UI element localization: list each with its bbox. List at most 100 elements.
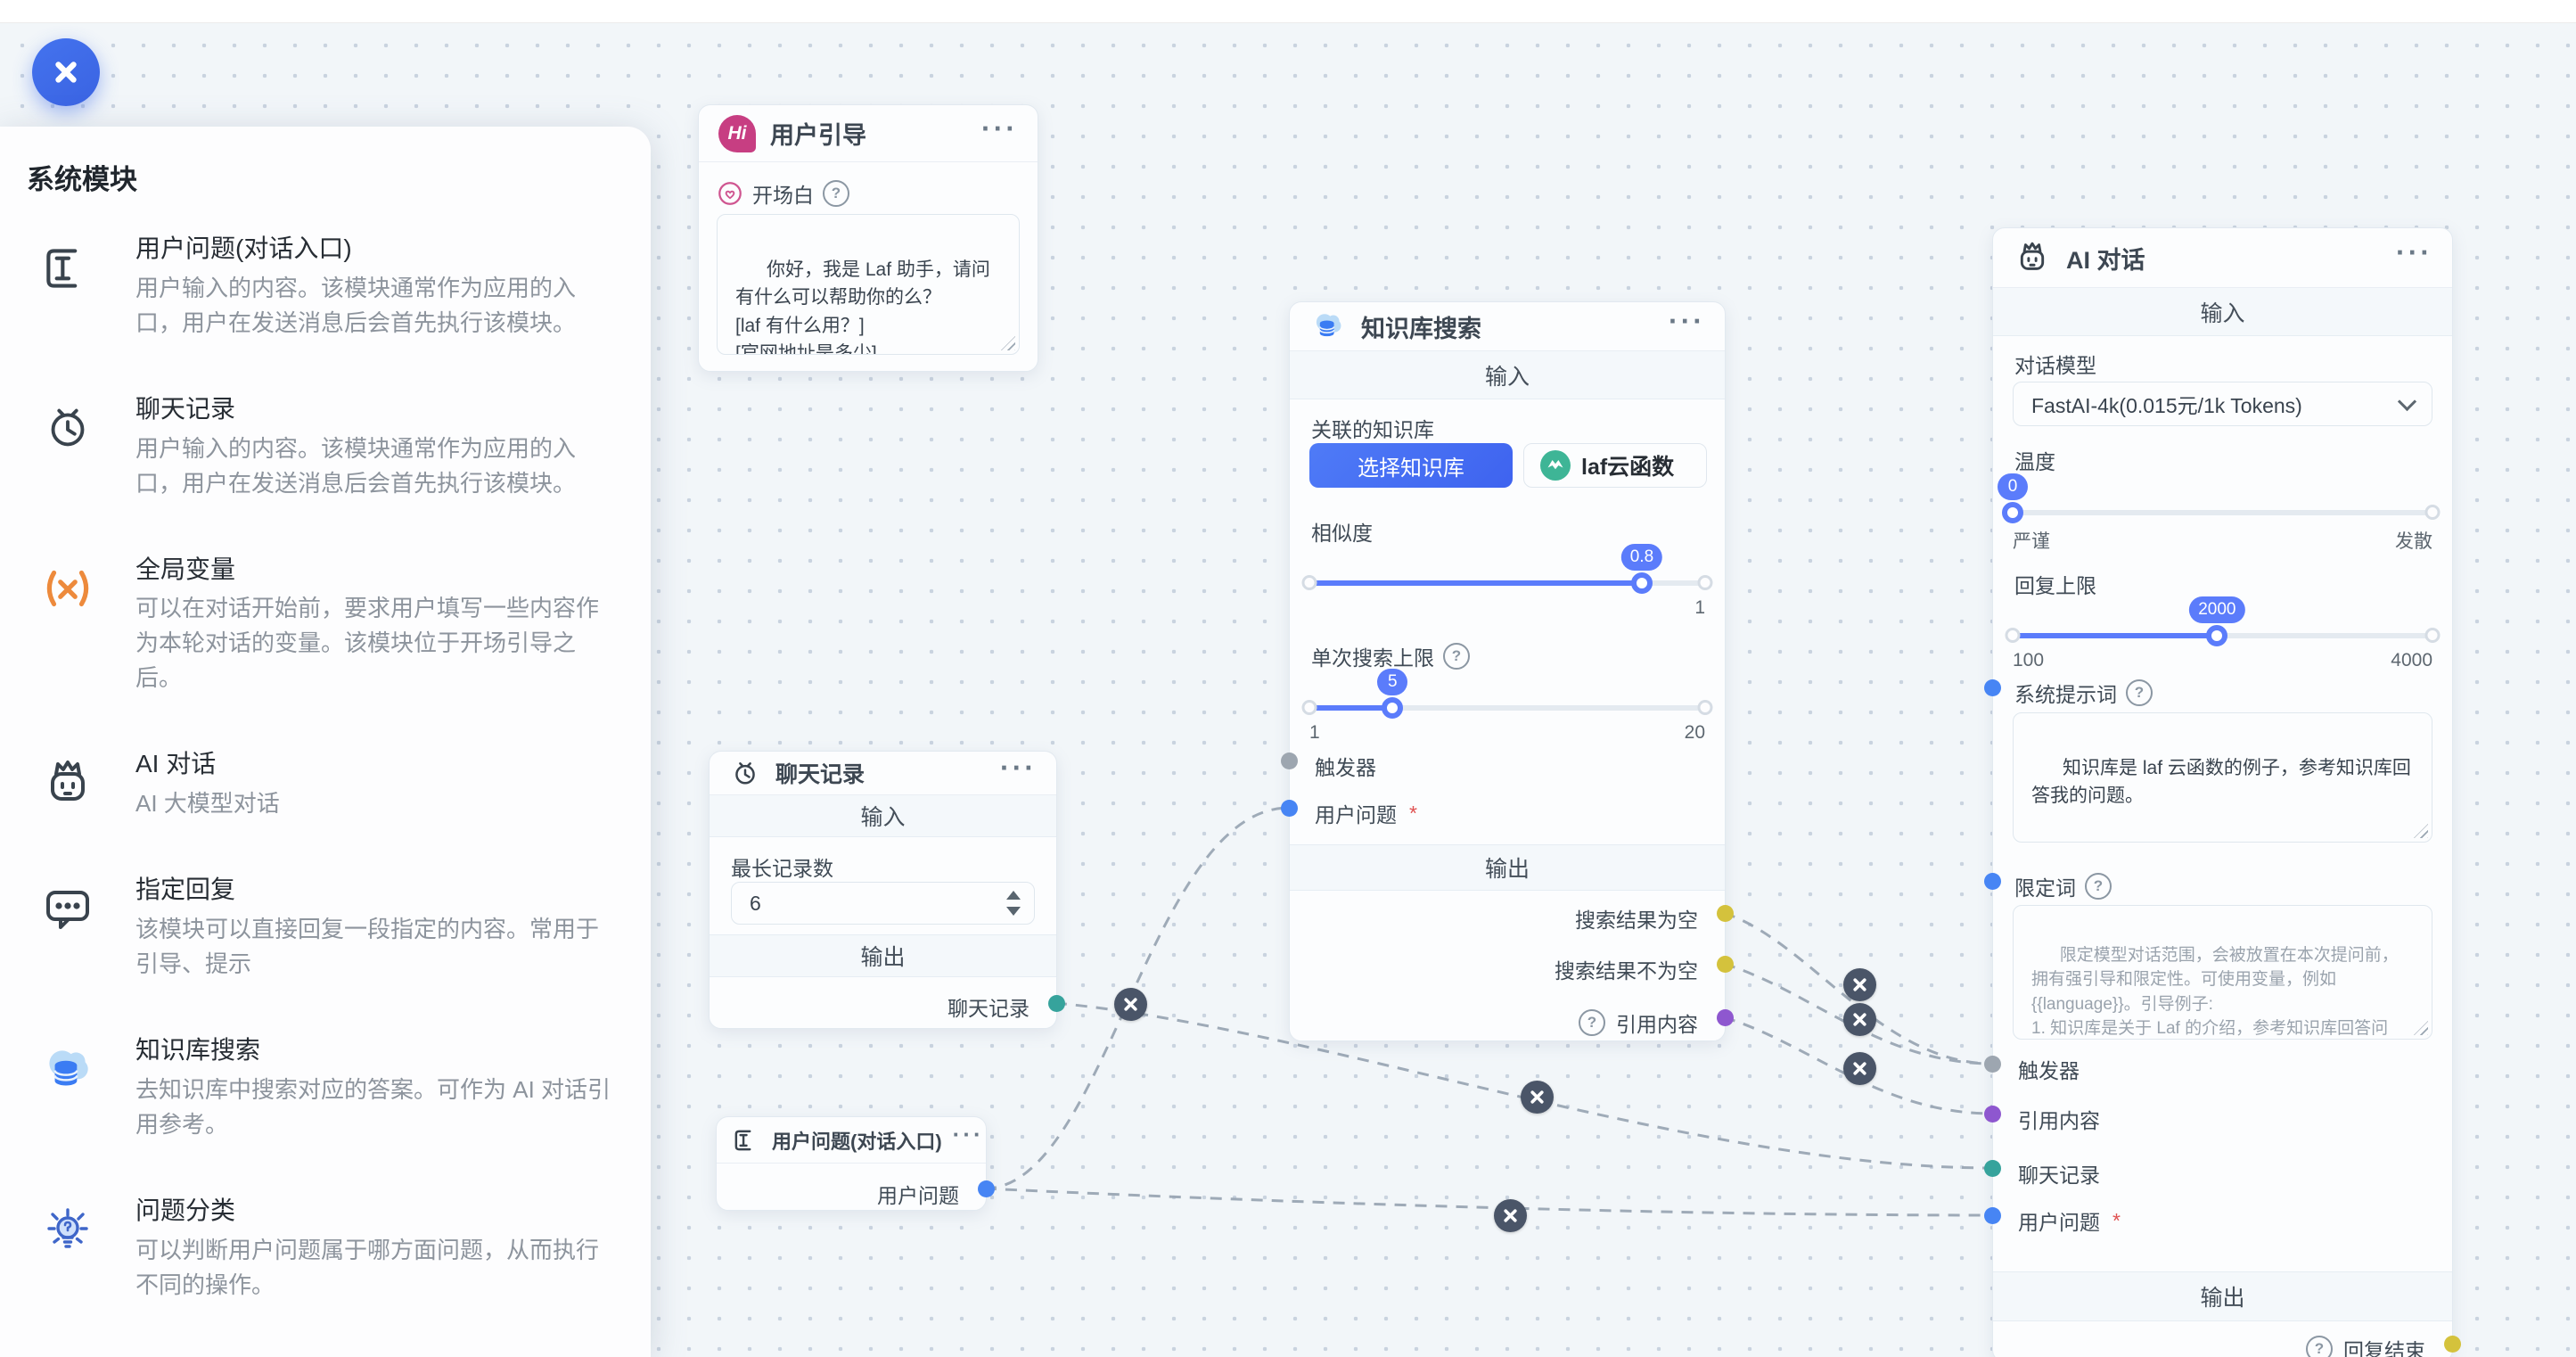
port-label: 用户问题: [2018, 1211, 2100, 1234]
node-menu-button[interactable]: ···: [1000, 752, 1037, 784]
edge-delete-button[interactable]: [1843, 1003, 1876, 1036]
node-user-question[interactable]: 用户问题(对话入口) ··· 用户问题: [716, 1116, 995, 1211]
edge-delete-button[interactable]: [1843, 1052, 1876, 1085]
required-mark: *: [1409, 801, 1417, 825]
slider-max-label: 发散: [2395, 531, 2432, 552]
close-button[interactable]: [32, 38, 100, 106]
node-menu-button[interactable]: ···: [2396, 236, 2432, 268]
window-top-strip: [0, 0, 2576, 23]
required-mark: *: [2112, 1208, 2121, 1232]
temperature-slider[interactable]: 0 严谨 发散: [1998, 473, 2441, 552]
node-menu-button[interactable]: ···: [952, 1121, 984, 1147]
sidebar-title: 系统模块: [27, 164, 137, 195]
slider-handle[interactable]: [1382, 697, 1404, 719]
output-section-header: 输出: [1290, 844, 1725, 891]
model-label: 对话模型: [2014, 354, 2096, 377]
node-chat-history[interactable]: 聊天记录 ··· 输入 最长记录数 6 输出 聊天记录: [709, 751, 1065, 1029]
max-records-label: 最长记录数: [731, 857, 833, 880]
number-stepper[interactable]: [993, 883, 1034, 924]
slider-max-label: 4000: [2391, 650, 2432, 670]
sidebar-item-desc: 可以判断用户问题属于哪方面问题，从而执行不同的操作。: [135, 1236, 600, 1298]
node-menu-button[interactable]: ···: [981, 111, 1018, 144]
slider-handle[interactable]: [2002, 502, 2023, 523]
node-title: AI 对话: [2066, 246, 2145, 274]
port-quote-out[interactable]: [1717, 1009, 1734, 1026]
node-user-guide[interactable]: Hi 用户引导 ··· 开场白 ? 你好，我是 Laf 助手，请问有什么可以帮助…: [698, 104, 1038, 372]
slider-min-label: 1: [1309, 722, 1320, 743]
node-ai-chat[interactable]: AI 对话 ··· 输入 对话模型 FastAI-4k(0.015元/1k To…: [1984, 227, 2461, 1357]
sidebar-item-ai-chat[interactable]: AI 对话 AI 大模型对话: [0, 747, 651, 821]
kb-tag-laf[interactable]: laf云函数: [1523, 443, 1707, 488]
port-user-question-in[interactable]: [1984, 1207, 2001, 1224]
temperature-label: 温度: [2014, 450, 2055, 473]
port-user-question-in[interactable]: [1281, 800, 1298, 817]
opening-textarea[interactable]: 你好，我是 Laf 助手，请问有什么可以帮助你的么？ [laf 有什么用？] […: [717, 214, 1020, 355]
node-kb-search[interactable]: 知识库搜索 ··· 输入 关联的知识库 选择知识库 laf云函数 相似度 0.8…: [1281, 301, 1734, 1041]
node-menu-button[interactable]: ···: [1669, 305, 1705, 337]
port-user-question-out[interactable]: [978, 1180, 995, 1197]
sidebar-item-title: 问题分类: [135, 1196, 236, 1224]
sidebar-item-desc: 该模块可以直接回复一段指定的内容。常用于引导、提示: [135, 915, 600, 977]
output-port-row: 聊天记录: [948, 991, 1030, 1022]
edge-delete-button[interactable]: [1521, 1081, 1554, 1114]
history-clock-icon: [0, 392, 135, 501]
help-icon: ?: [2085, 873, 2112, 900]
model-select[interactable]: FastAI-4k(0.015元/1k Tokens): [2013, 382, 2432, 426]
sidebar-item-kb-search[interactable]: 知识库搜索 去知识库中搜索对应的答案。可作为 AI 对话引用参考。: [0, 1033, 651, 1142]
max-records-input[interactable]: 6: [731, 882, 1035, 925]
port-limit-word-in[interactable]: [1984, 873, 2001, 890]
port-reply-end-out[interactable]: [2444, 1336, 2461, 1353]
edge-delete-button[interactable]: [1843, 968, 1876, 1001]
port-label: 搜索结果不为空: [1555, 959, 1698, 983]
port-trigger-in[interactable]: [1984, 1056, 2001, 1073]
select-kb-button[interactable]: 选择知识库: [1309, 443, 1513, 488]
search-limit-slider[interactable]: 5 1 20: [1301, 669, 1713, 743]
module-list: 用户问题(对话入口) 用户输入的内容。该模块通常作为应用的入口，用户在发送消息后…: [0, 232, 651, 1303]
system-prompt-label: 系统提示词 ?: [2014, 678, 2153, 708]
similarity-label: 相似度: [1311, 522, 1373, 545]
slider-value-badge: 5: [1377, 669, 1408, 695]
output-port-row: ? 引用内容: [1579, 1007, 1698, 1038]
port-search-empty-out[interactable]: [1717, 905, 1734, 922]
help-icon: ?: [1579, 1009, 1605, 1036]
input-section-header: 输入: [1993, 288, 2452, 336]
slider-track[interactable]: [2013, 510, 2432, 515]
port-history-in[interactable]: [1984, 1160, 2001, 1177]
sidebar-item-question-classify[interactable]: 问题分类 可以判断用户问题属于哪方面问题，从而执行不同的操作。: [0, 1194, 651, 1303]
limit-word-textarea[interactable]: 限定模型对话范围，会被放置在本次提问前，拥有强引导和限定性。可使用变量，例如 {…: [2013, 905, 2432, 1040]
port-quote-in[interactable]: [1984, 1106, 2001, 1123]
edge-delete-button[interactable]: [1494, 1199, 1527, 1232]
slider-min-label: 严谨: [2013, 531, 2050, 552]
sidebar-item-global-variable[interactable]: 全局变量 可以在对话开始前，要求用户填写一些内容作为本轮对话的变量。该模块位于开…: [0, 553, 651, 696]
max-reply-slider[interactable]: 2000 100 4000: [2005, 596, 2441, 670]
port-chat-history-out[interactable]: [1048, 995, 1065, 1012]
similarity-slider[interactable]: 0.8 1: [1301, 544, 1713, 618]
sidebar-item-fixed-reply[interactable]: 指定回复 该模块可以直接回复一段指定的内容。常用于引导、提示: [0, 873, 651, 982]
slider-handle[interactable]: [2206, 625, 2228, 646]
stepper-up-icon[interactable]: [1006, 891, 1021, 900]
port-system-prompt-in[interactable]: [1984, 679, 2001, 696]
system-prompt-textarea[interactable]: 知识库是 laf 云函数的例子，参考知识库回答我的问题。: [2013, 712, 2432, 843]
edge-delete-button[interactable]: [1114, 988, 1147, 1021]
max-reply-label: 回复上限: [2014, 574, 2096, 597]
sidebar-item-chat-history[interactable]: 聊天记录 用户输入的内容。该模块通常作为应用的入口，用户在发送消息后会首先执行该…: [0, 392, 651, 501]
port-label: 聊天记录: [2018, 1164, 2100, 1187]
port-label: 引用内容: [2018, 1109, 2100, 1132]
port-search-not-empty-out[interactable]: [1717, 956, 1734, 973]
slider-track[interactable]: [1309, 580, 1705, 586]
slider-track[interactable]: [1309, 705, 1705, 711]
output-section-header: 输出: [1993, 1271, 2452, 1321]
resize-handle[interactable]: [2414, 1021, 2428, 1035]
output-port-row: 用户问题: [877, 1179, 959, 1209]
slider-handle[interactable]: [1630, 572, 1653, 594]
sidebar-item-user-question[interactable]: 用户问题(对话入口) 用户输入的内容。该模块通常作为应用的入口，用户在发送消息后…: [0, 232, 651, 341]
laf-logo-icon: [1540, 450, 1571, 481]
heart-bubble-icon: [717, 180, 743, 207]
resize-handle[interactable]: [2414, 824, 2428, 838]
port-trigger-in[interactable]: [1281, 753, 1298, 769]
stepper-down-icon[interactable]: [1006, 907, 1021, 916]
port-label: 回复结束: [2343, 1339, 2425, 1357]
resize-handle[interactable]: [1001, 336, 1015, 350]
robot-icon: [2013, 238, 2052, 277]
